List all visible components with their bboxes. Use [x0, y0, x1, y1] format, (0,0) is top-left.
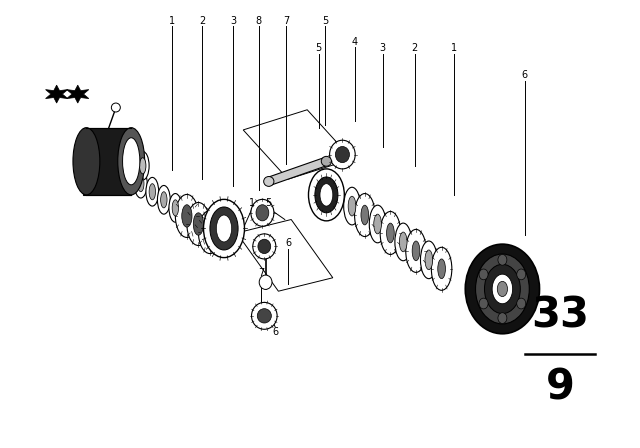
Ellipse shape: [320, 184, 333, 206]
Text: 33: 33: [531, 295, 589, 337]
Ellipse shape: [118, 128, 145, 195]
Ellipse shape: [198, 211, 221, 254]
Ellipse shape: [374, 214, 381, 234]
Text: 7: 7: [283, 16, 289, 26]
Text: 6: 6: [522, 70, 528, 80]
Ellipse shape: [252, 302, 277, 329]
Text: 1: 1: [249, 198, 255, 208]
Ellipse shape: [438, 259, 445, 279]
Ellipse shape: [216, 215, 232, 242]
Ellipse shape: [355, 194, 375, 237]
Polygon shape: [67, 85, 89, 103]
Ellipse shape: [308, 169, 344, 221]
Ellipse shape: [484, 264, 520, 314]
Ellipse shape: [161, 192, 167, 208]
Ellipse shape: [315, 177, 338, 213]
Ellipse shape: [465, 244, 540, 334]
Ellipse shape: [420, 241, 437, 279]
Text: 3: 3: [380, 43, 386, 53]
Ellipse shape: [73, 128, 100, 195]
Text: 4: 4: [351, 37, 358, 47]
Ellipse shape: [193, 213, 204, 235]
Polygon shape: [269, 157, 326, 186]
Ellipse shape: [380, 211, 401, 254]
Ellipse shape: [516, 269, 525, 280]
Ellipse shape: [182, 205, 192, 227]
Ellipse shape: [140, 158, 146, 174]
Ellipse shape: [497, 281, 508, 297]
Ellipse shape: [123, 138, 140, 185]
Text: 1: 1: [168, 16, 175, 26]
Text: 6: 6: [272, 327, 278, 337]
Ellipse shape: [498, 254, 507, 265]
Ellipse shape: [187, 202, 210, 246]
Ellipse shape: [330, 140, 355, 169]
Ellipse shape: [251, 199, 274, 226]
Text: 6: 6: [285, 238, 291, 248]
Text: 2: 2: [412, 43, 418, 53]
Ellipse shape: [387, 223, 394, 243]
Ellipse shape: [321, 156, 332, 166]
Ellipse shape: [172, 200, 179, 216]
Ellipse shape: [479, 269, 488, 280]
Ellipse shape: [257, 309, 271, 323]
Ellipse shape: [210, 207, 238, 250]
Ellipse shape: [258, 239, 271, 254]
Ellipse shape: [205, 221, 215, 243]
Ellipse shape: [204, 199, 244, 258]
Ellipse shape: [479, 298, 488, 309]
Text: 5: 5: [316, 43, 322, 53]
Ellipse shape: [492, 274, 513, 304]
Text: 7: 7: [258, 268, 264, 278]
Ellipse shape: [425, 250, 433, 270]
Ellipse shape: [134, 169, 147, 198]
Ellipse shape: [146, 177, 159, 206]
Ellipse shape: [264, 177, 274, 186]
Ellipse shape: [361, 205, 369, 225]
Ellipse shape: [369, 205, 386, 243]
Ellipse shape: [498, 313, 507, 323]
Polygon shape: [45, 85, 68, 103]
Ellipse shape: [149, 184, 156, 200]
Ellipse shape: [175, 194, 198, 237]
Ellipse shape: [136, 151, 149, 180]
Text: 5: 5: [266, 198, 272, 208]
Ellipse shape: [348, 196, 356, 216]
Ellipse shape: [138, 176, 144, 192]
Text: 5: 5: [322, 16, 328, 26]
Text: 3: 3: [230, 16, 236, 26]
Ellipse shape: [516, 298, 525, 309]
Ellipse shape: [344, 187, 360, 225]
Text: 2: 2: [199, 16, 205, 26]
Ellipse shape: [259, 275, 272, 289]
Polygon shape: [83, 128, 131, 195]
Ellipse shape: [253, 234, 276, 259]
Text: 9: 9: [545, 366, 575, 409]
Text: 1: 1: [451, 43, 458, 53]
Ellipse shape: [395, 223, 412, 261]
Text: 8: 8: [255, 16, 262, 26]
Ellipse shape: [476, 254, 529, 324]
Ellipse shape: [406, 229, 426, 272]
Ellipse shape: [169, 194, 182, 222]
Ellipse shape: [431, 247, 452, 290]
Ellipse shape: [256, 205, 269, 221]
Ellipse shape: [399, 232, 407, 252]
Ellipse shape: [412, 241, 420, 261]
Ellipse shape: [335, 146, 349, 163]
Ellipse shape: [157, 185, 170, 214]
Ellipse shape: [111, 103, 120, 112]
